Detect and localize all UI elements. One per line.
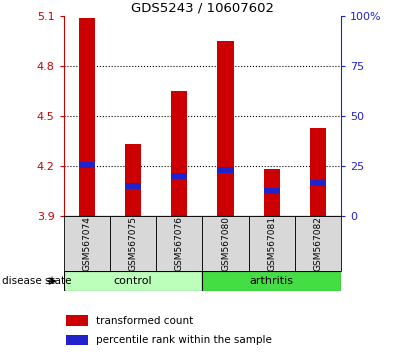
- Bar: [310, 180, 326, 186]
- Text: control: control: [114, 276, 152, 286]
- Text: disease state: disease state: [2, 276, 72, 286]
- Text: GSM567075: GSM567075: [129, 216, 138, 271]
- Text: GSM567074: GSM567074: [82, 216, 91, 271]
- Text: arthritis: arthritis: [250, 276, 294, 286]
- Bar: [79, 18, 95, 216]
- Bar: [125, 183, 141, 189]
- Bar: [310, 127, 326, 216]
- Text: percentile rank within the sample: percentile rank within the sample: [96, 335, 272, 346]
- Bar: [171, 173, 187, 179]
- Text: GSM567076: GSM567076: [175, 216, 184, 271]
- Text: GSM567082: GSM567082: [314, 216, 323, 271]
- Bar: [64, 216, 110, 271]
- Bar: [67, 335, 88, 346]
- Bar: [264, 188, 280, 194]
- Text: transformed count: transformed count: [96, 315, 194, 326]
- Bar: [264, 169, 280, 216]
- Bar: [79, 162, 95, 167]
- Bar: [295, 216, 341, 271]
- Bar: [217, 41, 233, 216]
- FancyBboxPatch shape: [203, 271, 341, 291]
- Text: GSM567081: GSM567081: [267, 216, 276, 271]
- Bar: [156, 216, 203, 271]
- Bar: [171, 91, 187, 216]
- Text: GSM567080: GSM567080: [221, 216, 230, 271]
- Bar: [125, 144, 141, 216]
- Bar: [249, 216, 295, 271]
- Bar: [110, 216, 156, 271]
- Bar: [217, 167, 233, 173]
- Title: GDS5243 / 10607602: GDS5243 / 10607602: [131, 2, 274, 15]
- FancyBboxPatch shape: [64, 271, 203, 291]
- Bar: [203, 216, 249, 271]
- Bar: [67, 315, 88, 326]
